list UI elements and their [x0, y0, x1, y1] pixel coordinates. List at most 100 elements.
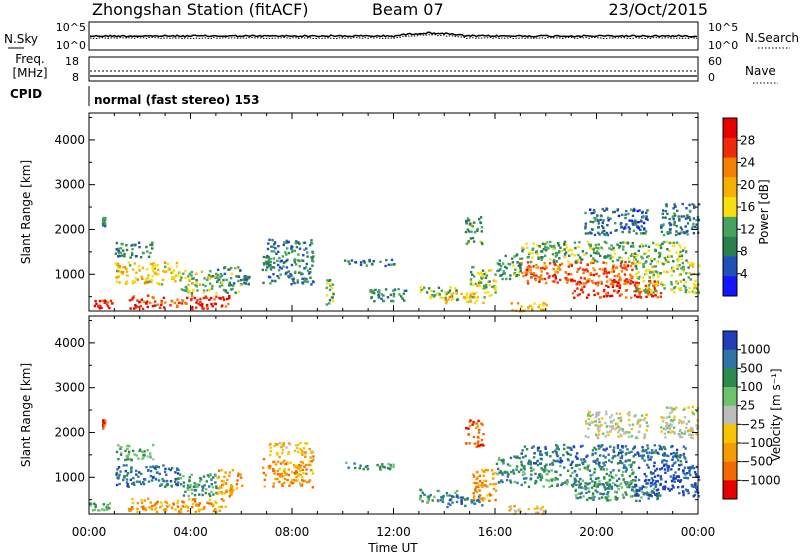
power-panel-cell: [216, 280, 219, 283]
velocity-panel-cell: [481, 499, 484, 502]
velocity-panel-cell: [132, 476, 135, 480]
velocity-panel-cell: [533, 452, 536, 455]
power-panel-cell: [577, 253, 580, 257]
power-panel-cell: [614, 229, 617, 232]
velocity-panel-cell: [549, 455, 552, 458]
velocity-panel-cell: [630, 482, 633, 485]
velocity-panel-cell: [602, 461, 605, 465]
velocity-panel-cell: [653, 451, 656, 454]
velocity-panel-cell: [673, 480, 676, 483]
velocity-panel-cell: [509, 456, 513, 460]
velocity-panel-cell: [182, 481, 186, 484]
power-panel-cell: [634, 290, 638, 293]
power-panel-cell: [648, 280, 651, 283]
power-panel-cell: [690, 273, 693, 276]
power-panel-cell: [663, 257, 667, 260]
velocity-panel-cell: [614, 483, 617, 487]
velocity-panel-cell: [677, 475, 680, 478]
velocity-panel-cell: [262, 466, 265, 469]
power-panel-cell: [520, 257, 524, 260]
velocity-panel-cell: [594, 489, 597, 492]
velocity-panel-cell: [554, 449, 557, 452]
velocity-panel-cell: [517, 470, 521, 474]
velocity-panel-band: [464, 419, 485, 448]
power-panel-cell: [209, 270, 212, 273]
power-panel-cell: [293, 249, 297, 253]
velocity-panel-cell: [679, 436, 682, 439]
power-panel-cell: [227, 284, 231, 287]
power-panel-cell: [146, 280, 149, 284]
power-panel-cell: [652, 276, 655, 279]
velocity-panel-cell: [189, 484, 192, 487]
power-panel-cell: [662, 262, 665, 266]
power-panel-cell: [660, 261, 664, 265]
velocity-panel-cell: [481, 485, 484, 488]
velocity-panel-cell: [643, 485, 646, 489]
power-panel-cell: [479, 281, 482, 284]
velocity-panel-cell: [532, 468, 536, 471]
power-panel-cell: [270, 245, 273, 248]
velocity-panel-cell: [476, 442, 479, 445]
station-title: Zhongshan Station (fitACF): [92, 0, 309, 19]
power-panel-cell: [222, 296, 225, 299]
power-panel-cell: [301, 281, 304, 284]
velocity-panel-cell: [201, 485, 204, 488]
velocity-panel-cell: [643, 472, 646, 476]
power-panel-cell: [185, 286, 188, 290]
power-panel-cell: [496, 269, 499, 273]
power-panel-cell: [679, 250, 682, 254]
velocity-panel-cell: [677, 486, 680, 489]
power-panel-colorbar-tick-label: 8: [740, 245, 748, 259]
power-panel-cell: [359, 263, 363, 267]
velocity-panel-cell: [392, 463, 395, 466]
power-panel-cell: [632, 221, 636, 224]
velocity-panel-cell: [153, 466, 156, 469]
power-panel-cell: [672, 270, 675, 273]
power-panel-cell: [175, 261, 179, 265]
velocity-panel-cell: [550, 484, 554, 487]
power-panel-cell: [481, 269, 485, 272]
power-panel-cell: [564, 277, 567, 280]
velocity-panel-cell: [223, 492, 227, 495]
power-panel-cell: [145, 277, 148, 281]
power-panel-cell: [423, 286, 426, 289]
velocity-panel-cell: [584, 460, 587, 463]
power-panel-cell: [558, 249, 561, 253]
velocity-panel-cell: [492, 487, 496, 491]
velocity-panel-cell: [607, 433, 610, 437]
power-panel-cell: [664, 216, 667, 219]
velocity-panel-cell: [628, 474, 632, 478]
power-panel-cell: [286, 258, 289, 261]
power-panel-cell: [633, 284, 636, 287]
power-panel-cell: [130, 298, 134, 301]
power-panel-cell: [479, 271, 482, 275]
velocity-panel-cell: [522, 466, 525, 469]
velocity-panel-cell: [481, 481, 484, 485]
power-panel-cell: [114, 252, 118, 255]
power-panel-cell: [447, 298, 450, 301]
velocity-panel-cell: [155, 510, 159, 514]
power-panel-cell: [659, 291, 663, 295]
velocity-panel-cell: [665, 416, 669, 419]
power-panel-cell: [306, 269, 310, 272]
velocity-panel-cell: [596, 411, 599, 414]
power-panel-cell: [676, 264, 679, 267]
velocity-panel-cell: [606, 425, 609, 428]
power-panel-cell: [491, 285, 494, 289]
velocity-panel-cell: [160, 504, 164, 507]
velocity-panel-cell: [591, 480, 594, 483]
velocity-panel-cell: [587, 413, 590, 416]
velocity-panel-cell: [483, 498, 486, 501]
velocity-panel-cell: [480, 438, 484, 442]
velocity-panel-cell: [280, 446, 283, 449]
velocity-panel-cell: [688, 471, 691, 475]
velocity-panel-cell: [456, 489, 459, 493]
power-panel-cell: [678, 263, 681, 267]
velocity-panel-cell: [571, 484, 574, 487]
power-panel-cell: [237, 290, 241, 294]
power-panel-cell: [269, 260, 272, 264]
velocity-panel-cell: [647, 466, 650, 469]
power-panel-cell: [465, 219, 468, 223]
power-panel-cell: [552, 260, 555, 263]
velocity-panel-cell: [671, 458, 674, 461]
